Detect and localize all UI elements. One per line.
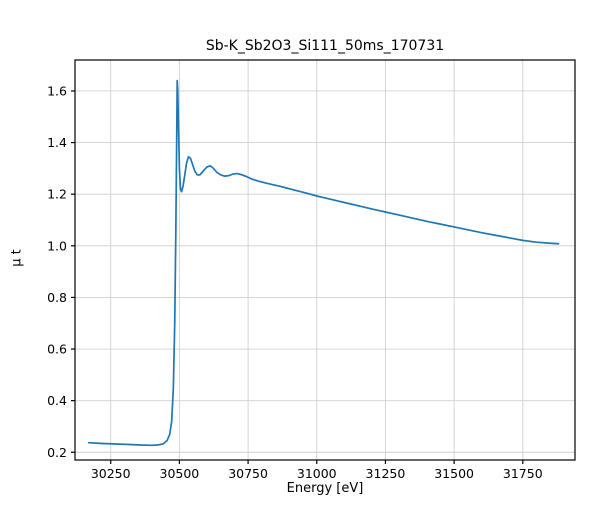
axes-frame <box>74 59 576 461</box>
x-tick-label: 30750 <box>228 466 268 481</box>
x-tick-label: 31250 <box>366 466 406 481</box>
y-tick-label: 1.6 <box>47 83 67 98</box>
data-line-mu_t <box>87 79 560 447</box>
chart-title: Sb-K_Sb2O3_Si111_50ms_170731 <box>205 38 445 54</box>
x-axis-label: Energy [eV] <box>286 481 364 496</box>
x-tick-label: 30500 <box>160 466 200 481</box>
y-tick-label: 0.6 <box>47 342 67 357</box>
x-tick-label: 31750 <box>503 466 543 481</box>
y-tick-label: 0.8 <box>47 290 67 305</box>
y-tick-label: 0.4 <box>47 393 67 408</box>
x-tick-label: 31500 <box>434 466 474 481</box>
x-tick-label: 30250 <box>91 466 131 481</box>
y-tick-label: 1.2 <box>47 187 67 202</box>
y-tick-label: 1.0 <box>47 238 67 253</box>
x-tick-label: 31000 <box>297 466 337 481</box>
y-tick-label: 0.2 <box>47 445 67 460</box>
y-tick-label: 1.4 <box>47 135 67 150</box>
